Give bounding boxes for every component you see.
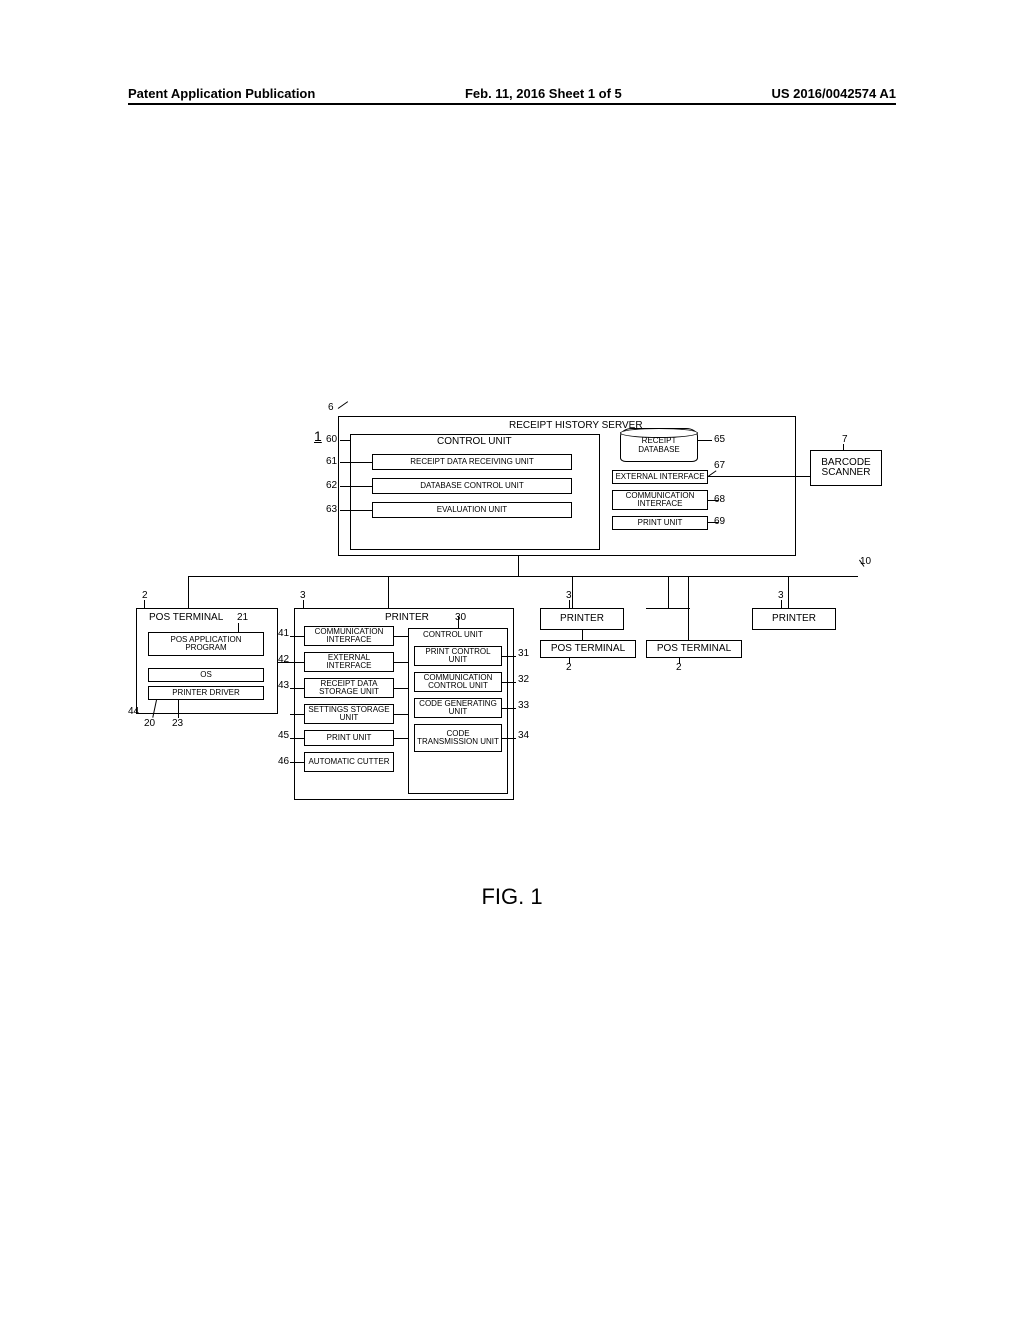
pos-driver: PRINTER DRIVER <box>148 686 264 700</box>
header-right: US 2016/0042574 A1 <box>771 86 896 101</box>
printer-cutter-ref: 46 <box>278 756 289 767</box>
printer-printctrl-ref: 31 <box>518 648 529 659</box>
pos-app-ref: 21 <box>237 613 248 624</box>
extra-pos-2: POS TERMINAL <box>646 640 742 658</box>
printer-codegen: CODE GENERATING UNIT <box>414 698 502 718</box>
printer-settings-ref: 44 <box>128 706 139 717</box>
figure-caption: FIG. 1 <box>0 884 1024 910</box>
printer-title: PRINTER <box>385 613 429 624</box>
printer-receiptstore: RECEIPT DATA STORAGE UNIT <box>304 678 394 698</box>
printer-commctrl: COMMUNICATION CONTROL UNIT <box>414 672 502 692</box>
server-recv-ref: 61 <box>326 456 337 467</box>
server-recv-unit: RECEIPT DATA RECEIVING UNIT <box>372 454 572 470</box>
printer-ctrl-title: CONTROL UNIT <box>423 631 483 639</box>
extra-printer-2: PRINTER <box>752 608 836 630</box>
printer-extif: EXTERNAL INTERFACE <box>304 652 394 672</box>
receipt-db: RECEIPT DATABASE <box>620 428 698 462</box>
printer-settings: SETTINGS STORAGE UNIT <box>304 704 394 724</box>
server-control-unit-title: CONTROL UNIT <box>437 437 512 448</box>
printer-printctrl: PRINT CONTROL UNIT <box>414 646 502 666</box>
pos-app: POS APPLICATION PROGRAM <box>148 632 264 656</box>
pos-os-ref: 20 <box>144 718 155 729</box>
server-dbctrl-ref: 62 <box>326 480 337 491</box>
system-ref: 1 <box>314 428 322 444</box>
printer-commif: COMMUNICATION INTERFACE <box>304 626 394 646</box>
printer-printunit: PRINT UNIT <box>304 730 394 746</box>
page-header: Patent Application Publication Feb. 11, … <box>128 86 896 105</box>
printer-commif-ref: 41 <box>278 628 289 639</box>
receipt-db-label: RECEIPT DATABASE <box>621 436 697 454</box>
server-dbctrl: DATABASE CONTROL UNIT <box>372 478 572 494</box>
header-left: Patent Application Publication <box>128 86 315 101</box>
printer-printunit-ref: 45 <box>278 730 289 741</box>
printer-extif-ref: 42 <box>278 654 289 665</box>
pos-title: POS TERMINAL <box>149 613 223 624</box>
printer-codetx-ref: 34 <box>518 730 529 741</box>
diagram: 1 RECEIPT HISTORY SERVER 6 CONTROL UNIT … <box>128 398 898 888</box>
printer-codetx: CODE TRANSMISSION UNIT <box>414 724 502 752</box>
header-center: Feb. 11, 2016 Sheet 1 of 5 <box>465 86 622 101</box>
printer-cutter: AUTOMATIC CUTTER <box>304 752 394 772</box>
pos-driver-ref: 23 <box>172 718 183 729</box>
receipt-db-ref: 65 <box>714 434 725 445</box>
server-commif: COMMUNICATION INTERFACE <box>612 490 708 510</box>
server-print: PRINT UNIT <box>612 516 708 530</box>
pos-os: OS <box>148 668 264 682</box>
server-extif: EXTERNAL INTERFACE <box>612 470 708 484</box>
extra-pos-1: POS TERMINAL <box>540 640 636 658</box>
printer-commctrl-ref: 32 <box>518 674 529 685</box>
server-control-unit-ref: 60 <box>326 434 337 445</box>
printer-codegen-ref: 33 <box>518 700 529 711</box>
printer-ctrl-ref: 30 <box>455 613 466 624</box>
printer-receiptstore-ref: 43 <box>278 680 289 691</box>
server-eval-ref: 63 <box>326 504 337 515</box>
barcode-scanner: BARCODE SCANNER <box>810 450 882 486</box>
server-ref: 6 <box>328 402 334 413</box>
server-eval: EVALUATION UNIT <box>372 502 572 518</box>
extra-printer-1: PRINTER <box>540 608 624 630</box>
